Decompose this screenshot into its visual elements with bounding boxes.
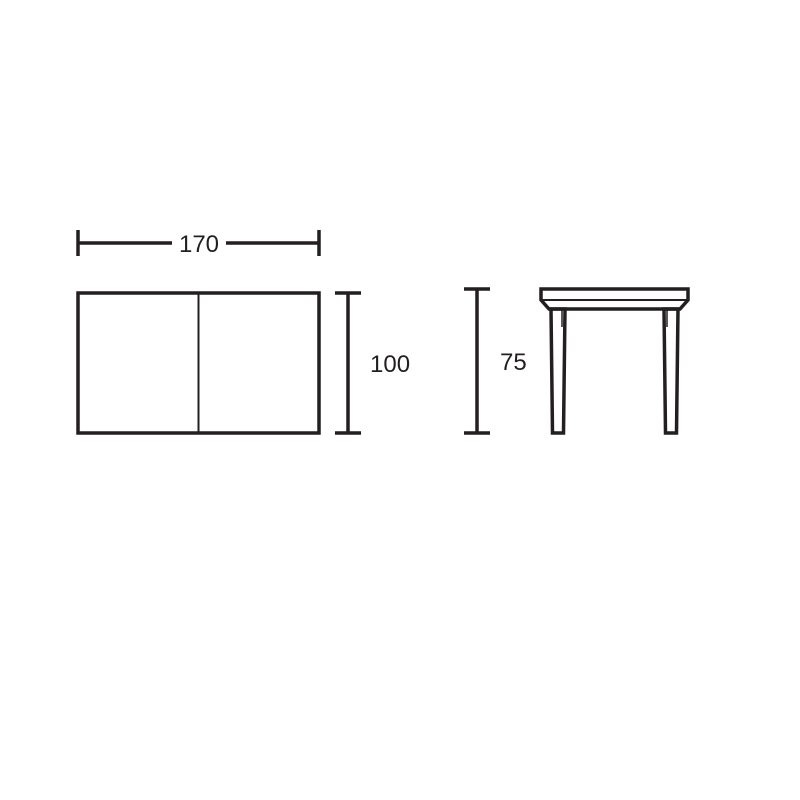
dimension-diagram: 170 100 75 [0,0,800,800]
dim-depth-label: 100 [370,351,410,378]
dim-width-label: 170 [179,231,219,258]
side-view-leg-left [551,309,565,433]
side-view-leg-right [664,309,678,433]
dim-height-label: 75 [500,349,527,376]
